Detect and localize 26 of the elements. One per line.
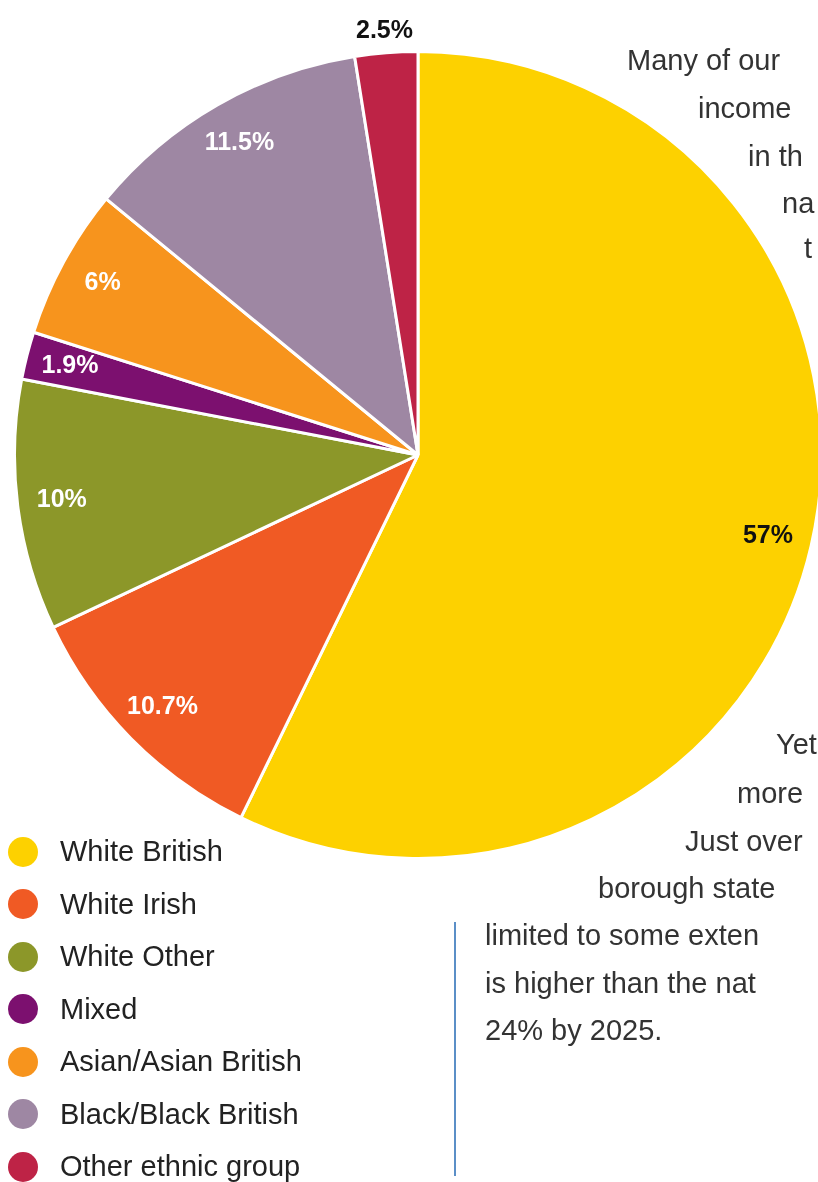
legend-label: Other ethnic group xyxy=(60,1150,301,1182)
data-label: 10.7% xyxy=(127,691,198,720)
data-label: 1.9% xyxy=(41,350,99,379)
data-label: 57% xyxy=(742,519,793,548)
data-label: 10% xyxy=(36,484,87,513)
text: in th xyxy=(748,140,803,172)
text: Just over xyxy=(685,825,803,857)
legend-label: White Irish xyxy=(60,887,197,921)
legend-label: White Other xyxy=(60,940,215,973)
legend-label: Asian/Asian British xyxy=(60,1045,302,1078)
text: is higher than the nat xyxy=(485,967,756,999)
text: 24% by 2025. xyxy=(485,1014,663,1046)
text: t xyxy=(804,232,813,264)
legend-label: White British xyxy=(60,835,223,868)
data-label: 2.5% xyxy=(355,14,413,43)
text: na xyxy=(782,187,815,219)
data-label: 11.5% xyxy=(204,127,275,156)
text: Many of our xyxy=(627,44,781,76)
legend-label: Black/Black British xyxy=(60,1097,299,1131)
data-label: 6% xyxy=(84,267,121,296)
legend-label: Mixed xyxy=(60,992,138,1026)
text: borough state xyxy=(598,872,776,904)
text: more xyxy=(737,777,804,809)
text: income xyxy=(698,92,792,124)
text: Yet xyxy=(776,728,817,760)
text: limited to some exten xyxy=(485,919,760,951)
